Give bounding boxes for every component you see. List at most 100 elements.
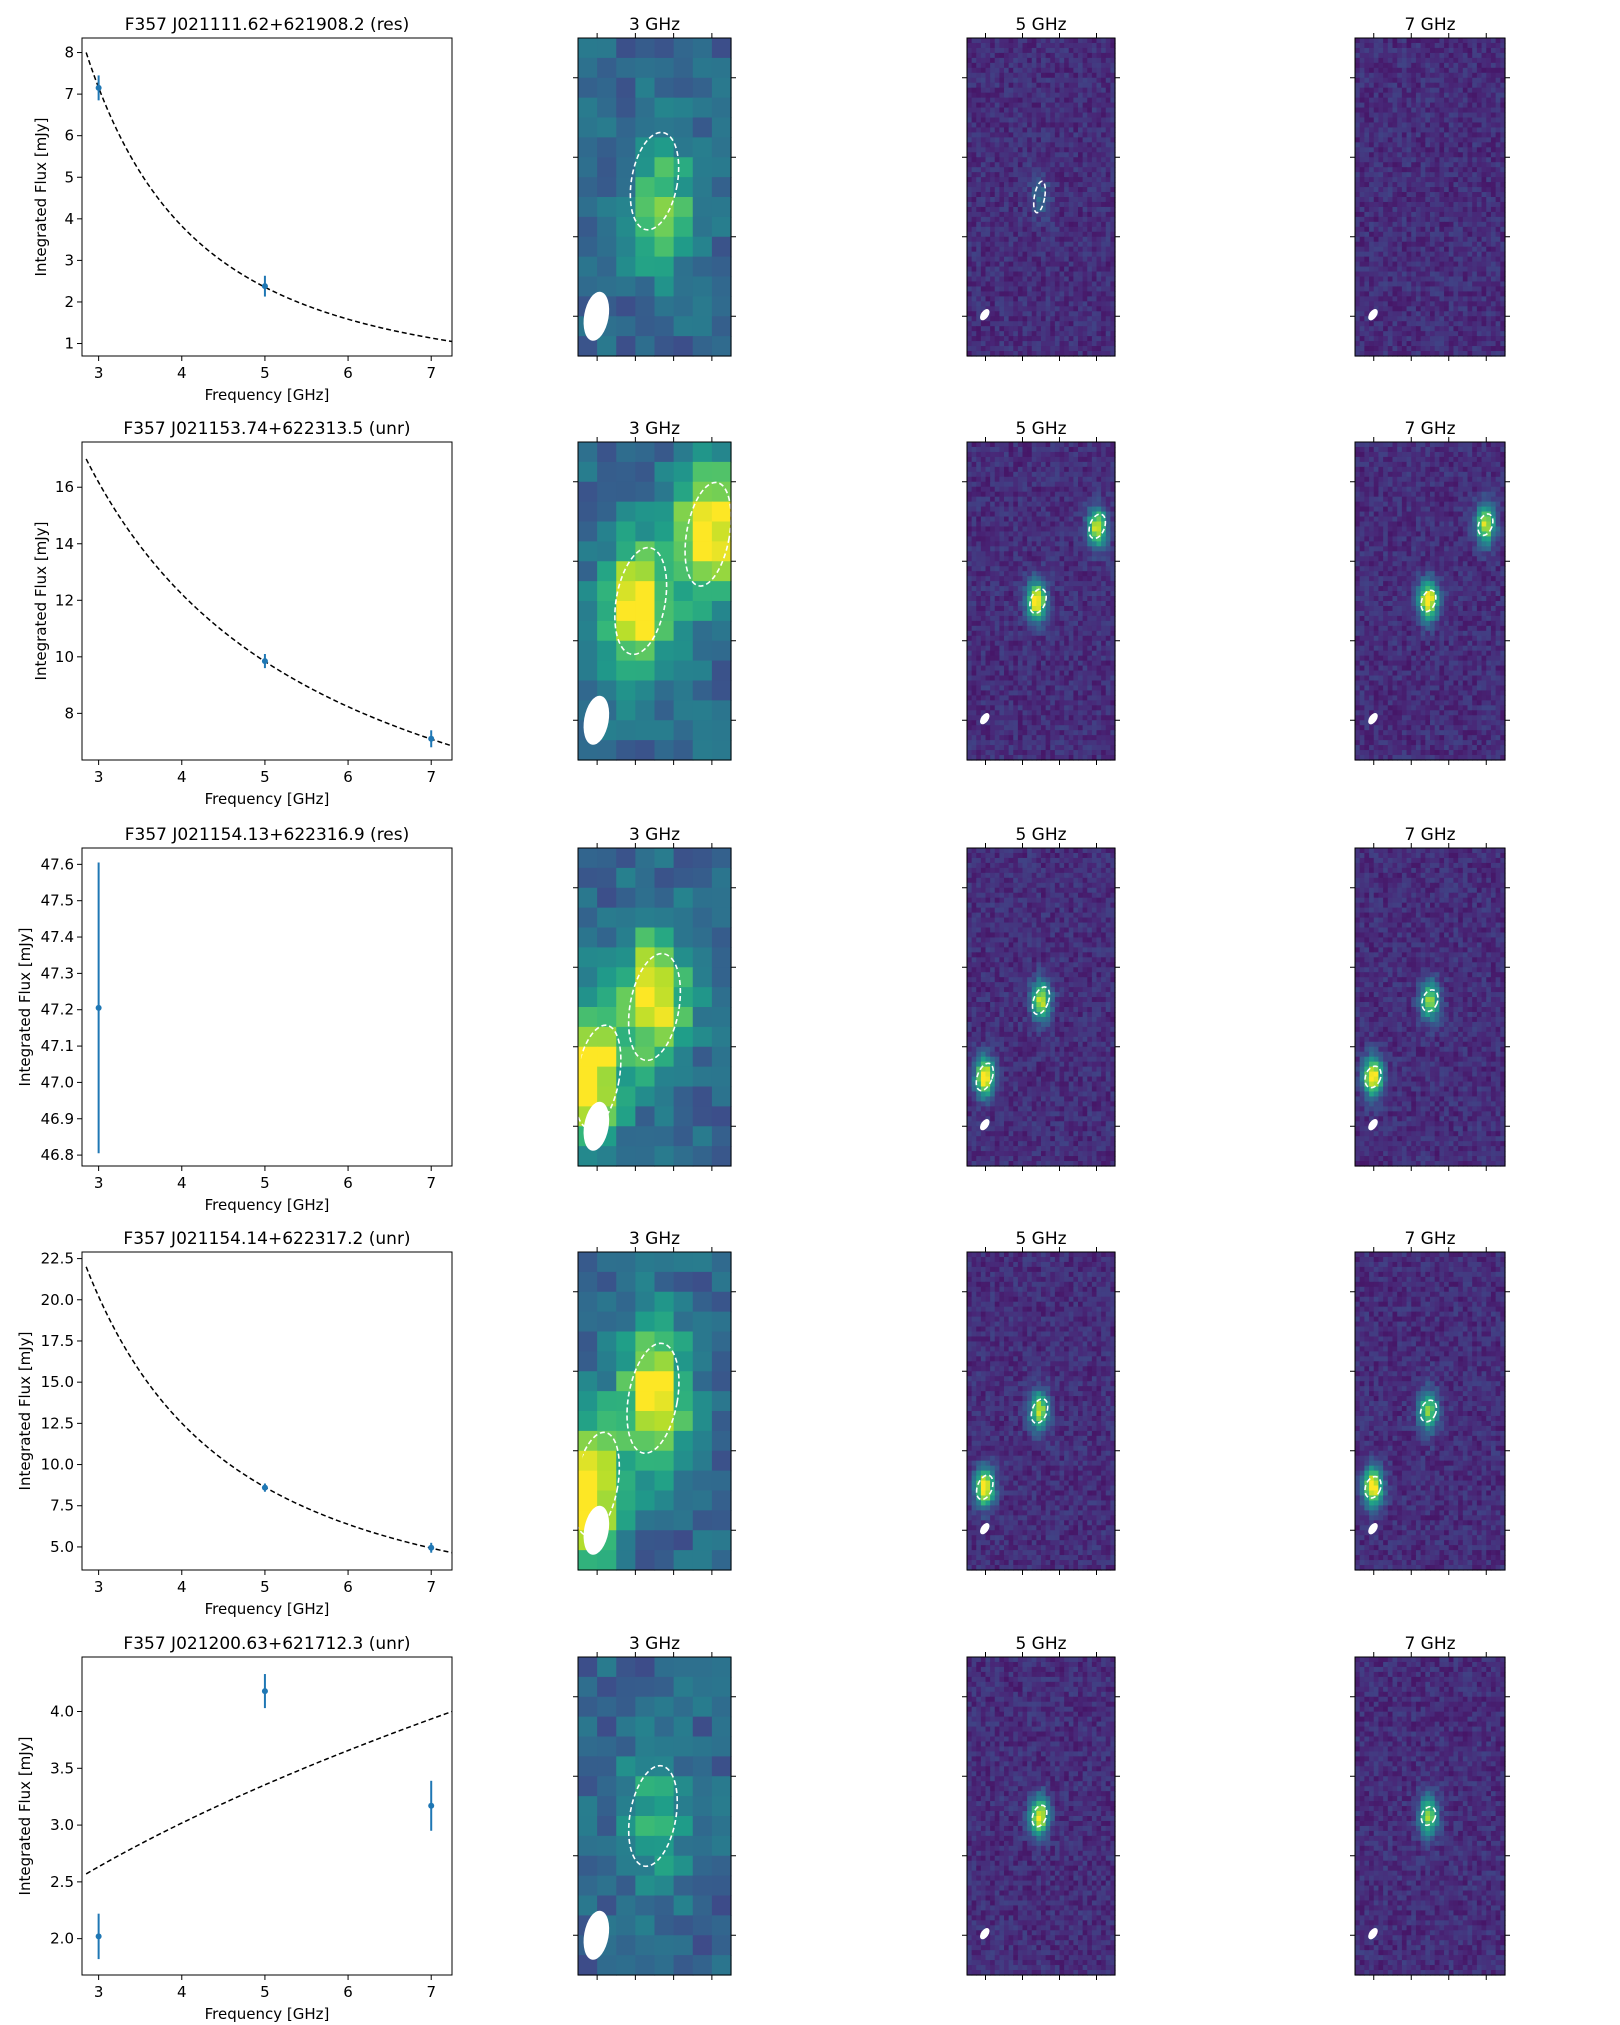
x-tick-label: 6 xyxy=(343,364,353,382)
x-tick-label: 4 xyxy=(177,1983,187,2001)
cutout-3-ghz-5: 3 GHz xyxy=(573,1634,736,1980)
y-axis-label: Integrated Flux [mJy] xyxy=(16,928,34,1087)
y-tick-label: 6 xyxy=(64,127,74,145)
y-tick-label: 14 xyxy=(55,535,74,553)
data-point xyxy=(428,736,434,742)
y-tick-label: 10 xyxy=(55,648,74,666)
y-tick-label: 3 xyxy=(64,251,74,269)
x-tick-label: 6 xyxy=(343,1578,353,1596)
y-tick-label: 10.0 xyxy=(41,1456,74,1474)
y-tick-label: 8 xyxy=(64,704,74,722)
spectrum-panel-3: F357 J021154.13+622316.9 (res)3 4 5 6 746.84… xyxy=(16,825,452,1214)
y-axis-label: Integrated Flux [mJy] xyxy=(16,1332,34,1491)
chart-title: F357 J021154.14+622317.2 (unr) xyxy=(123,1229,410,1249)
data-point xyxy=(262,1688,268,1694)
y-tick-label: 22.5 xyxy=(41,1250,74,1268)
x-tick-label: 7 xyxy=(426,364,436,382)
data-point xyxy=(262,658,268,664)
cutout-3-ghz-2: 3 GHz xyxy=(573,419,738,765)
cutout-3-ghz-1: 3 GHz xyxy=(573,15,736,361)
x-tick-label: 7 xyxy=(426,768,436,786)
y-tick-label: 7.5 xyxy=(50,1497,74,1515)
y-tick-label: 46.9 xyxy=(41,1110,74,1128)
y-tick-label: 17.5 xyxy=(41,1332,74,1350)
map-title: 3 GHz xyxy=(629,1229,680,1249)
y-tick-label: 47.6 xyxy=(41,855,74,873)
x-tick-label: 5 xyxy=(260,1578,270,1596)
spectrum-panel-2: F357 J021153.74+622313.5 (unr)3 4 5 6 781012… xyxy=(32,419,452,808)
map-title: 7 GHz xyxy=(1404,825,1455,845)
data-point xyxy=(428,1545,434,1551)
cutout-5-ghz-4: 5 GHz xyxy=(962,1229,1120,1575)
x-tick-label: 7 xyxy=(426,1578,436,1596)
x-tick-label: 3 xyxy=(94,364,104,382)
pixel-grid xyxy=(967,1657,1116,1976)
pixel-grid xyxy=(967,442,1116,761)
cutout-5-ghz-1: 5 GHz xyxy=(962,15,1120,361)
y-tick-label: 47.2 xyxy=(41,1001,74,1019)
y-tick-label: 47.5 xyxy=(41,892,74,910)
y-axis-label: Integrated Flux [mJy] xyxy=(32,522,50,681)
x-tick-label: 7 xyxy=(426,1983,436,2001)
cutout-7-ghz-1: 7 GHz xyxy=(1350,15,1510,361)
data-point xyxy=(428,1803,434,1809)
spectrum-panel-4: F357 J021154.14+622317.2 (unr)3 4 5 6 75.07.… xyxy=(16,1229,452,1618)
x-axis-label: Frequency [GHz] xyxy=(205,386,330,404)
x-tick-label: 5 xyxy=(260,364,270,382)
cutout-3-ghz-4: 3 GHz xyxy=(566,1229,736,1575)
map-title: 3 GHz xyxy=(629,419,680,439)
cutout-5-ghz-5: 5 GHz xyxy=(962,1634,1120,1980)
chart-title: F357 J021200.63+621712.3 (unr) xyxy=(123,1634,410,1654)
y-tick-label: 2.5 xyxy=(50,1873,74,1891)
pixel-grid xyxy=(1355,442,1506,761)
map-title: 3 GHz xyxy=(629,15,680,35)
data-point xyxy=(96,85,102,91)
y-tick-label: 3.5 xyxy=(50,1759,74,1777)
map-title: 7 GHz xyxy=(1404,419,1455,439)
y-tick-label: 15.0 xyxy=(41,1373,74,1391)
pixel-grid xyxy=(1355,1657,1506,1976)
x-tick-label: 7 xyxy=(426,1174,436,1192)
x-tick-label: 3 xyxy=(94,768,104,786)
y-tick-label: 47.1 xyxy=(41,1037,74,1055)
data-point xyxy=(96,1933,102,1939)
y-tick-label: 16 xyxy=(55,478,74,496)
y-tick-label: 5 xyxy=(64,168,74,186)
map-title: 5 GHz xyxy=(1015,1634,1066,1654)
plot-frame xyxy=(82,848,452,1166)
chart-title: F357 J021154.13+622316.9 (res) xyxy=(125,825,410,845)
y-tick-label: 47.3 xyxy=(41,964,74,982)
x-tick-label: 4 xyxy=(177,364,187,382)
map-title: 3 GHz xyxy=(629,825,680,845)
plot-frame xyxy=(82,38,452,356)
x-axis-label: Frequency [GHz] xyxy=(205,790,330,808)
data-point xyxy=(96,1005,102,1011)
y-tick-label: 2.0 xyxy=(50,1930,74,1948)
x-tick-label: 4 xyxy=(177,1174,187,1192)
cutout-7-ghz-2: 7 GHz xyxy=(1350,419,1510,765)
cutout-5-ghz-2: 5 GHz xyxy=(962,419,1120,765)
data-point xyxy=(262,283,268,289)
y-tick-label: 20.0 xyxy=(41,1291,74,1309)
y-tick-label: 47.0 xyxy=(41,1073,74,1091)
map-title: 7 GHz xyxy=(1404,1634,1455,1654)
y-tick-label: 7 xyxy=(64,85,74,103)
x-tick-label: 4 xyxy=(177,768,187,786)
y-tick-label: 5.0 xyxy=(50,1538,74,1556)
pixel-grid xyxy=(1355,1252,1506,1571)
y-tick-label: 1 xyxy=(64,335,74,353)
x-tick-label: 3 xyxy=(94,1174,104,1192)
x-axis-label: Frequency [GHz] xyxy=(205,1600,330,1618)
y-tick-label: 47.4 xyxy=(41,928,74,946)
x-tick-label: 6 xyxy=(343,768,353,786)
map-title: 7 GHz xyxy=(1404,15,1455,35)
pixel-grid xyxy=(967,848,1116,1167)
map-title: 3 GHz xyxy=(629,1634,680,1654)
map-title: 5 GHz xyxy=(1015,1229,1066,1249)
data-point xyxy=(262,1485,268,1491)
y-tick-label: 4 xyxy=(64,210,74,228)
x-tick-label: 5 xyxy=(260,1174,270,1192)
plot-frame xyxy=(82,1252,452,1570)
y-tick-label: 2 xyxy=(64,293,74,311)
y-tick-label: 3.0 xyxy=(50,1816,74,1834)
